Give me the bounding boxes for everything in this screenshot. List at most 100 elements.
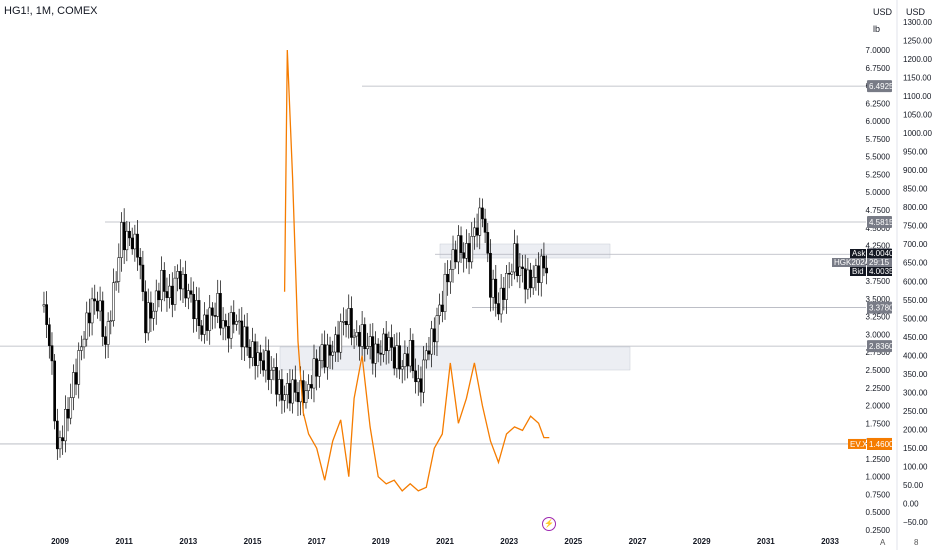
candle-body — [360, 324, 364, 347]
candle-body — [320, 344, 324, 361]
left-unit-label[interactable]: lb — [873, 24, 881, 34]
candle-body — [424, 350, 428, 361]
candle-body — [277, 379, 281, 395]
candle-body — [176, 271, 179, 279]
symbol-title[interactable]: HG1!, 1M, COMEX — [4, 5, 98, 17]
candle-body — [307, 384, 310, 391]
right-tick-label: 900.00 — [903, 166, 928, 175]
candle-body — [331, 351, 335, 356]
auto-scale-button[interactable]: A — [880, 538, 886, 547]
settings-corner[interactable]: 8 — [914, 538, 919, 547]
candle-body — [515, 243, 519, 276]
candle-body — [387, 337, 391, 351]
left-tick-label: 1.7500 — [866, 419, 891, 428]
candle-body — [130, 237, 134, 250]
right-currency-label[interactable]: USD — [906, 7, 926, 17]
quote-label: Bid — [852, 267, 864, 276]
candle-body — [406, 353, 409, 367]
candle-body — [197, 300, 201, 326]
candle-body — [438, 304, 442, 316]
left-tick-label: 0.2500 — [866, 526, 891, 535]
candle-body — [328, 344, 332, 356]
right-tick-label: 1250.00 — [903, 37, 932, 46]
candle-body — [146, 302, 150, 334]
candle-body — [170, 285, 174, 305]
candle-body — [296, 392, 300, 403]
candle-body — [486, 232, 490, 254]
time-tick-label: 2011 — [115, 537, 133, 546]
left-tick-label: 4.5000 — [866, 224, 891, 233]
candle-body — [400, 366, 404, 370]
candle-body — [267, 350, 270, 380]
candle-body — [53, 360, 57, 422]
candle-body — [58, 437, 62, 450]
candle-body — [416, 378, 420, 383]
candle-body — [114, 281, 118, 283]
right-price-axis: 1300.00 1250.00 1200.00 1150.00 1100.00 1050.… — [896, 0, 932, 550]
candle-body — [467, 243, 471, 263]
candle-body — [72, 372, 75, 398]
price-tag-label: 4.5815 — [869, 218, 894, 227]
candle-body — [211, 307, 214, 316]
candle-body — [125, 230, 129, 251]
candle-body — [342, 321, 345, 323]
left-tick-label: 5.2500 — [866, 170, 891, 179]
candle-body — [317, 360, 321, 377]
candle-body — [470, 236, 474, 263]
candle-body — [136, 233, 139, 258]
candle-body — [189, 290, 193, 295]
right-tick-label: 950.00 — [903, 148, 928, 157]
left-tick-label: 2.5000 — [866, 366, 891, 375]
right-tick-label: 1200.00 — [903, 55, 932, 64]
right-tick-label: 500.00 — [903, 314, 928, 323]
indicator-polyline — [283, 49, 550, 492]
candle-body — [478, 207, 482, 236]
flash-icon[interactable]: ⚡ — [542, 517, 556, 531]
candle-body — [248, 347, 252, 358]
candle-body — [205, 314, 209, 331]
candle-body — [106, 321, 110, 345]
candle-body — [74, 372, 78, 385]
candle-body — [42, 304, 46, 307]
candle-body — [379, 352, 383, 355]
candle-body — [219, 293, 222, 329]
candle-body — [529, 269, 532, 289]
candle-body — [398, 345, 401, 370]
time-tick-label: 2015 — [244, 537, 262, 546]
candle-body — [283, 394, 286, 401]
candle-body — [427, 350, 431, 355]
candle-body — [275, 367, 278, 395]
candle-body — [293, 379, 297, 393]
candle-body — [539, 255, 543, 283]
candle-body — [430, 328, 433, 355]
candle-body — [269, 369, 273, 380]
candle-body — [251, 341, 254, 358]
candle-body — [162, 270, 166, 292]
candle-body — [109, 320, 113, 323]
candle-body — [237, 320, 241, 323]
right-tick-label: 1050.00 — [903, 111, 932, 120]
left-tick-label: 5.5000 — [866, 153, 891, 162]
candle-body — [414, 370, 417, 383]
time-tick-label: 2019 — [372, 537, 390, 546]
right-tick-label: 1100.00 — [903, 92, 932, 101]
left-currency-label[interactable]: USD — [873, 7, 893, 17]
candle-body — [526, 269, 530, 290]
indicator-value-box — [867, 437, 892, 450]
candle-body — [117, 257, 121, 282]
quote-value-box — [867, 267, 892, 276]
candle-body — [457, 235, 460, 263]
candle-body — [454, 249, 458, 263]
candle-body — [376, 343, 380, 354]
candle-body — [339, 321, 343, 353]
candle-body — [288, 383, 292, 404]
time-tick-label: 2017 — [308, 537, 326, 546]
left-tick-label: 3.0000 — [866, 330, 891, 339]
right-tick-label: −50.00 — [903, 518, 928, 527]
candle-body — [272, 367, 276, 371]
left-tick-label: 1.2500 — [866, 455, 891, 464]
quote-value: 29:15 — [869, 258, 890, 267]
candle-body — [101, 300, 105, 337]
right-tick-label: 400.00 — [903, 351, 928, 360]
